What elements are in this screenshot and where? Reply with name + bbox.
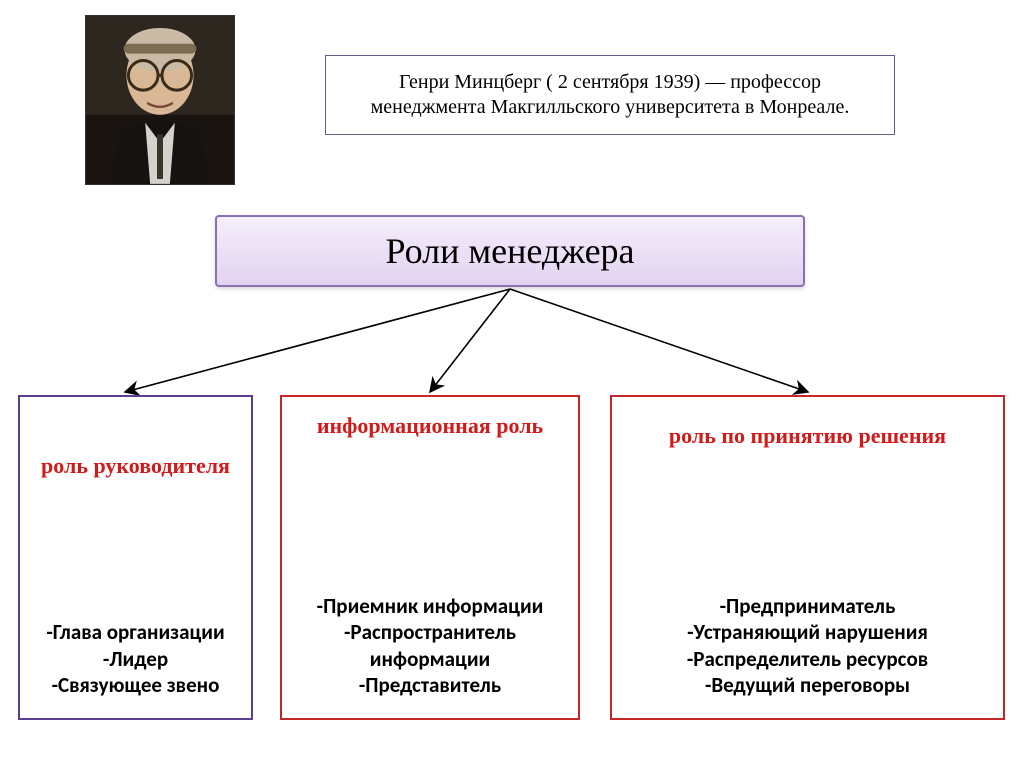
- role-item: -Лидер: [30, 646, 241, 672]
- portrait-placeholder-svg: [86, 16, 234, 184]
- role-items: -Приемник информации -Распространитель и…: [292, 456, 568, 704]
- role-title: роль руководителя: [30, 453, 241, 478]
- role-box-information: информационная роль -Приемник информации…: [280, 395, 580, 720]
- role-item: -Предприниматель: [622, 593, 993, 619]
- role-item: -Распределитель ресурсов: [622, 646, 993, 672]
- role-box-decision: роль по принятию решения -Предпринимател…: [610, 395, 1005, 720]
- bio-text: Генри Минцберг ( 2 сентября 1939) — проф…: [340, 70, 880, 120]
- role-item: -Ведущий переговоры: [622, 672, 993, 698]
- role-box-leader: роль руководителя -Глава организации -Ли…: [18, 395, 253, 720]
- portrait-photo: [85, 15, 235, 185]
- role-title: информационная роль: [292, 413, 568, 438]
- role-item: -Устраняющий нарушения: [622, 619, 993, 645]
- role-title: роль по принятию решения: [622, 423, 993, 448]
- role-items: -Предприниматель -Устраняющий нарушения …: [622, 466, 993, 704]
- role-item: -Приемник информации: [292, 593, 568, 619]
- role-item: -Глава организации: [30, 619, 241, 645]
- role-items: -Глава организации -Лидер -Связующее зве…: [30, 496, 241, 704]
- diagram-title: Роли менеджера: [215, 215, 805, 287]
- diagram-title-text: Роли менеджера: [385, 230, 634, 272]
- bio-caption: Генри Минцберг ( 2 сентября 1939) — проф…: [325, 55, 895, 135]
- role-item: -Распространитель информации: [292, 619, 568, 672]
- role-item: -Связующее звено: [30, 672, 241, 698]
- role-item: -Представитель: [292, 672, 568, 698]
